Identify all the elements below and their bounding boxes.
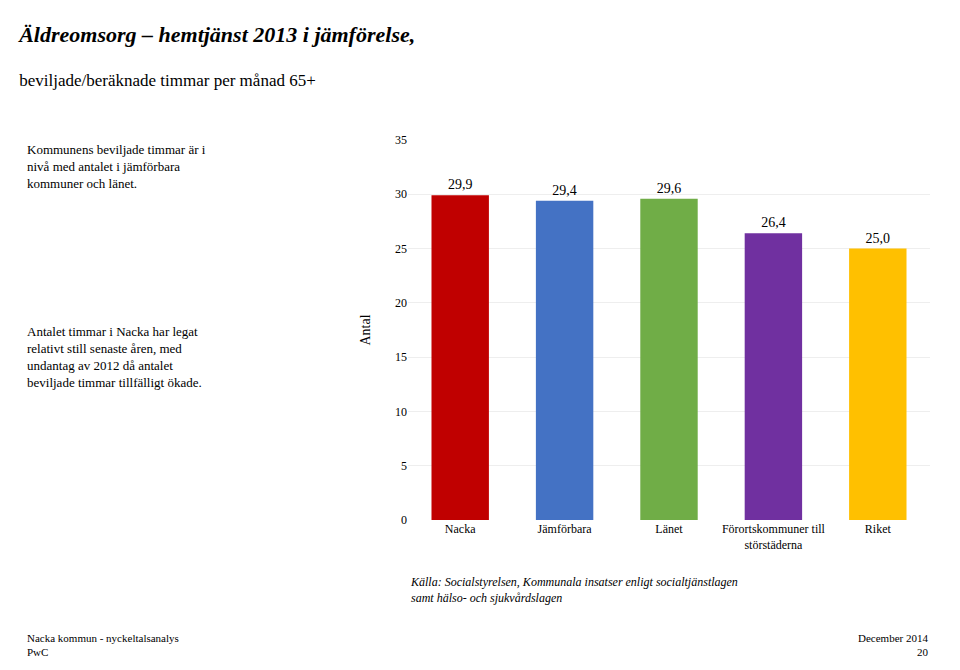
svg-text:Antal: Antal	[358, 314, 373, 345]
svg-text:Källa: Socialstyrelsen, Kommun: Källa: Socialstyrelsen, Kommunala insats…	[410, 575, 738, 605]
svg-text:Förortskommuner tillstörstäder: Förortskommuner tillstörstäderna	[722, 522, 826, 552]
svg-text:Antalet timmar i Nacka har leg: Antalet timmar i Nacka har legatrelativt…	[27, 324, 202, 390]
svg-text:Riket: Riket	[865, 522, 892, 536]
svg-text:Nacka kommun - nyckeltalsanaly: Nacka kommun - nyckeltalsanalysPwC	[27, 632, 179, 658]
svg-text:5: 5	[401, 459, 407, 473]
svg-text:Nacka: Nacka	[445, 522, 476, 536]
svg-text:15: 15	[395, 350, 407, 364]
svg-text:Kommunens beviljade timmar är: Kommunens beviljade timmar är inivå med …	[27, 142, 206, 191]
svg-text:Jämförbara: Jämförbara	[538, 522, 593, 536]
svg-text:25: 25	[395, 242, 407, 256]
svg-text:December 201420: December 201420	[858, 632, 928, 658]
svg-text:20: 20	[395, 296, 407, 310]
svg-text:26,4: 26,4	[761, 215, 786, 230]
svg-text:30: 30	[395, 187, 407, 201]
svg-text:29,9: 29,9	[448, 177, 473, 192]
svg-text:Äldreomsorg – hemtjänst 2013 i: Äldreomsorg – hemtjänst 2013 i jämförels…	[17, 22, 415, 47]
svg-text:beviljade/beräknade timmar per: beviljade/beräknade timmar per månad 65+	[19, 71, 316, 90]
svg-text:0: 0	[401, 513, 407, 527]
svg-text:35: 35	[395, 133, 407, 147]
svg-text:29,4: 29,4	[552, 183, 577, 198]
svg-text:25,0: 25,0	[866, 231, 891, 246]
svg-text:29,6: 29,6	[657, 181, 682, 196]
svg-text:Länet: Länet	[655, 522, 683, 536]
svg-text:10: 10	[395, 405, 407, 419]
